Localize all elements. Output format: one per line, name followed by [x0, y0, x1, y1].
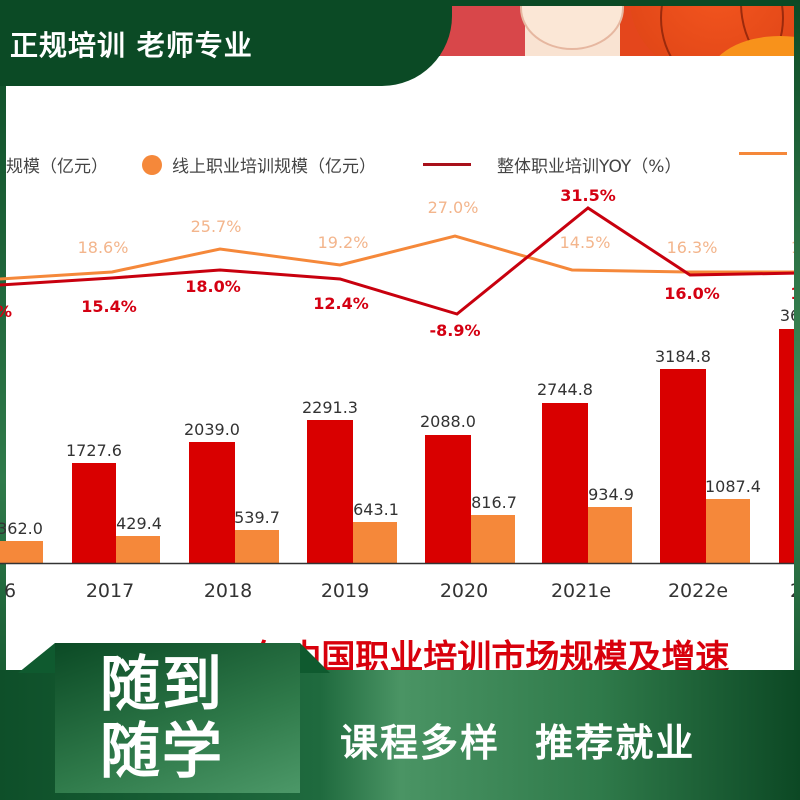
- svg-text:934.9: 934.9: [588, 485, 634, 504]
- bar-2017-total: [72, 463, 116, 563]
- svg-text:27.0%: 27.0%: [428, 198, 479, 217]
- bar-2022e-total: [660, 369, 706, 563]
- svg-text:2291.3: 2291.3: [302, 398, 358, 417]
- svg-text:429.4: 429.4: [116, 514, 162, 533]
- bar-2018-total: [189, 442, 235, 563]
- bar-2019-total: [307, 420, 353, 563]
- frame-right-border: [794, 0, 800, 800]
- bars-online: [0, 499, 750, 563]
- svg-text:2019: 2019: [321, 580, 369, 602]
- svg-text:2021e: 2021e: [551, 580, 611, 602]
- svg-text:1087.4: 1087.4: [705, 477, 761, 496]
- orange-dot-icon: [142, 154, 162, 175]
- legend-item-total-scale: 规模（亿元）: [6, 152, 108, 177]
- svg-text:15.4%: 15.4%: [81, 297, 137, 316]
- top-banner: 正规培训 老师专业: [0, 0, 452, 86]
- online-bar-value-labels: 362.0 429.4 539.7 643.1 816.7 934.9 1087…: [0, 477, 761, 538]
- bar-2019-online: [353, 522, 397, 563]
- bar-2021e-online: [588, 507, 632, 563]
- svg-text:12.4%: 12.4%: [313, 294, 369, 313]
- svg-text:18.0%: 18.0%: [185, 277, 241, 296]
- bar-2022e-online: [706, 499, 750, 563]
- online-yoy-labels: 18.6% 25.7% 19.2% 27.0% 14.5% 16.3% 1: [78, 198, 800, 257]
- bar-2016-online: [0, 541, 43, 563]
- orange-line-icon: [739, 152, 787, 155]
- bar-2017-online: [116, 536, 160, 563]
- legend-label: 整体职业培训YOY（%）: [497, 157, 682, 177]
- svg-text:2018: 2018: [204, 580, 252, 602]
- svg-text:31.5%: 31.5%: [560, 186, 616, 205]
- total-yoy-line: [0, 206, 800, 316]
- svg-text:18.6%: 18.6%: [78, 238, 129, 257]
- online-yoy-line: [0, 234, 800, 281]
- svg-text:16.3%: 16.3%: [667, 238, 718, 257]
- tab-text-line1: 随到: [100, 650, 224, 720]
- svg-text:19.2%: 19.2%: [318, 233, 369, 252]
- svg-text:16.0%: 16.0%: [664, 284, 720, 303]
- x-axis-tick-labels: 6 2017 2018 2019 2020 2021e 2022e 2: [4, 580, 800, 602]
- tab-fold-left: [18, 643, 55, 673]
- legend-item-total-yoy: 整体职业培训YOY（%）: [423, 152, 681, 177]
- bottom-slogan: 课程多样 推荐就业: [340, 721, 696, 765]
- legend-item-online-yoy: [739, 152, 787, 155]
- red-line-icon: [423, 163, 471, 166]
- decorative-illustration: [440, 6, 795, 56]
- svg-text:1727.6: 1727.6: [66, 441, 122, 460]
- svg-text:14.5%: 14.5%: [560, 233, 611, 252]
- svg-text:539.7: 539.7: [234, 508, 280, 527]
- bar-2020-total: [425, 435, 471, 563]
- total-bar-value-labels: 1727.6 2039.0 2291.3 2088.0 2744.8 3184.…: [66, 306, 800, 460]
- tab-text-line2: 随学: [100, 717, 224, 787]
- svg-text:816.7: 816.7: [471, 493, 517, 512]
- frame-left-border: [0, 0, 6, 800]
- svg-text:2744.8: 2744.8: [537, 380, 593, 399]
- svg-text:25.7%: 25.7%: [191, 217, 242, 236]
- bar-2020-online: [471, 515, 515, 563]
- anytime-learning-tab: 随到 随学: [55, 643, 300, 793]
- svg-text:6: 6: [4, 580, 16, 602]
- svg-text:2039.0: 2039.0: [184, 420, 240, 439]
- svg-text:362.0: 362.0: [0, 519, 43, 538]
- tab-fold-right: [300, 643, 330, 673]
- svg-text:%: %: [0, 302, 12, 321]
- bar-2018-online: [235, 530, 279, 563]
- svg-text:2088.0: 2088.0: [420, 412, 476, 431]
- legend-label: 线上职业培训规模（亿元）: [172, 157, 376, 177]
- svg-text:2022e: 2022e: [668, 580, 728, 602]
- legend-label: 规模（亿元）: [6, 157, 108, 177]
- total-yoy-labels: % 15.4% 18.0% 12.4% -8.9% 31.5% 16.0% 1: [0, 186, 800, 340]
- bar-2021e-total: [542, 403, 588, 563]
- svg-text:-8.9%: -8.9%: [429, 321, 480, 340]
- svg-text:643.1: 643.1: [353, 500, 399, 519]
- legend-item-online-scale: 线上职业培训规模（亿元）: [142, 152, 376, 177]
- svg-text:2020: 2020: [440, 580, 488, 602]
- svg-text:3184.8: 3184.8: [655, 347, 711, 366]
- banner-title: 正规培训 老师专业: [10, 29, 253, 62]
- svg-text:2017: 2017: [86, 580, 134, 602]
